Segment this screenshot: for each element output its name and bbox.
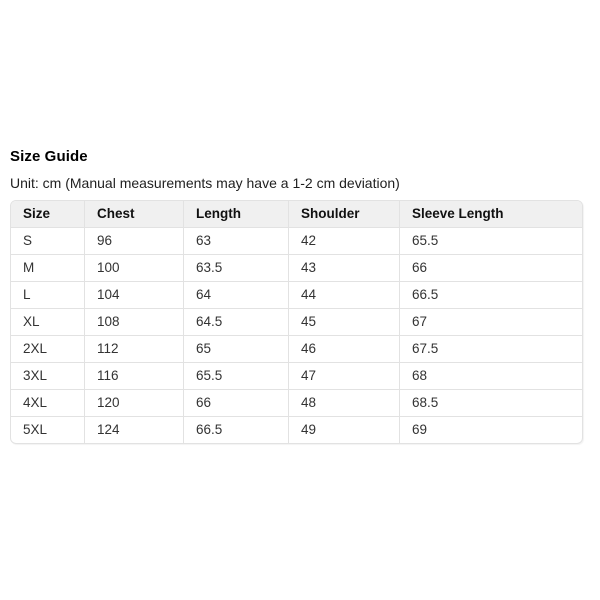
table-cell: 63 [184,228,289,255]
table-cell: 47 [289,363,400,390]
table-cell: 49 [289,417,400,443]
table-cell: 68.5 [400,390,582,417]
table-cell: 66 [184,390,289,417]
column-header-size: Size [11,201,85,228]
size-guide-heading: Size Guide [10,148,88,165]
table-cell: 65.5 [400,228,582,255]
table-cell: 2XL [11,336,85,363]
table-cell: 5XL [11,417,85,443]
table-cell: 48 [289,390,400,417]
table-cell: 67 [400,309,582,336]
table-cell: 46 [289,336,400,363]
table-row: L 104 64 44 66.5 [11,282,582,309]
table-header-row: Size Chest Length Shoulder Sleeve Length [11,201,582,228]
table-row: XL 108 64.5 45 67 [11,309,582,336]
table-cell: 63.5 [184,255,289,282]
table-cell: 104 [85,282,184,309]
table-cell: 108 [85,309,184,336]
table-cell: 42 [289,228,400,255]
table-cell: 3XL [11,363,85,390]
column-header-sleeve-length: Sleeve Length [400,201,582,228]
table-row: 4XL 120 66 48 68.5 [11,390,582,417]
table-cell: 100 [85,255,184,282]
table-row: 3XL 116 65.5 47 68 [11,363,582,390]
table-header: Size Chest Length Shoulder Sleeve Length [11,201,582,228]
table-cell: 66.5 [400,282,582,309]
unit-note: Unit: cm (Manual measurements may have a… [10,175,400,191]
table-row: 2XL 112 65 46 67.5 [11,336,582,363]
table-cell: S [11,228,85,255]
column-header-length: Length [184,201,289,228]
table-cell: 65.5 [184,363,289,390]
table-cell: 64.5 [184,309,289,336]
table-cell: 66.5 [184,417,289,443]
table-cell: XL [11,309,85,336]
table-cell: 120 [85,390,184,417]
size-guide-section: Size Guide Unit: cm (Manual measurements… [10,148,590,444]
table-row: S 96 63 42 65.5 [11,228,582,255]
size-chart-table: Size Chest Length Shoulder Sleeve Length… [10,200,583,444]
table-row: 5XL 124 66.5 49 69 [11,417,582,443]
table-cell: 116 [85,363,184,390]
table-cell: 44 [289,282,400,309]
column-header-chest: Chest [85,201,184,228]
table-cell: 43 [289,255,400,282]
table-cell: 45 [289,309,400,336]
table-cell: 68 [400,363,582,390]
table-cell: 64 [184,282,289,309]
table-cell: 124 [85,417,184,443]
table-body: S 96 63 42 65.5 M 100 63.5 43 66 L 104 64 44 66.5 XL 108… [11,228,582,443]
table-cell: 69 [412,422,428,437]
table-cell: 96 [85,228,184,255]
table-row: M 100 63.5 43 66 [11,255,582,282]
table-cell: 66 [400,255,582,282]
table-cell: 4XL [11,390,85,417]
table-cell: L [11,282,85,309]
table-cell: 112 [85,336,184,363]
table-cell: 67.5 [400,336,582,363]
table-cell: M [11,255,85,282]
table-cell: 65 [184,336,289,363]
column-header-shoulder: Shoulder [289,201,400,228]
